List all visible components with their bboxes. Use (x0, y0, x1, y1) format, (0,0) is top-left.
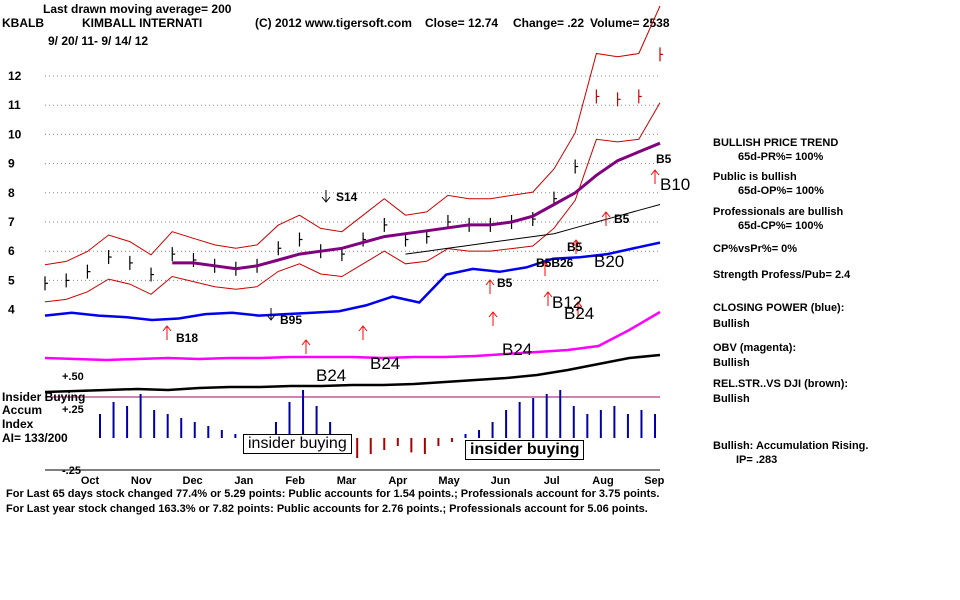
indicator-lines (44, 141, 661, 398)
accum-label-1: Insider Buying (2, 390, 86, 404)
month-label: Mar (337, 475, 357, 487)
rp-strength: Strength Profess/Pub= 2.4 (713, 269, 851, 281)
accum-label-2: Accum (2, 403, 43, 417)
accum-tick-label: -.25 (62, 465, 81, 477)
buy-arrow (650, 169, 660, 184)
price-tick-label: 6 (8, 244, 15, 258)
signal-b5-sep: B5 (656, 152, 672, 166)
month-label: Jun (491, 475, 511, 487)
month-label: Nov (131, 475, 153, 487)
signal-b18: B18 (176, 331, 199, 345)
closing-power-line (44, 241, 661, 322)
price-tick-label: 8 (8, 186, 15, 200)
price-tick-label: 4 (8, 303, 15, 317)
signal-b5-jul: B5 (567, 240, 583, 254)
rp-trend: BULLISH PRICE TREND (713, 137, 839, 149)
buy-arrow (301, 339, 311, 354)
lower-band (44, 102, 661, 303)
signal-b24-feb: B24 (316, 366, 347, 385)
price-tick-label: 5 (8, 273, 15, 287)
buy-arrow (601, 211, 611, 226)
buy-arrow (573, 301, 583, 316)
buy-arrow (571, 239, 581, 254)
accum-index (99, 390, 656, 458)
month-label: Sep (644, 475, 664, 487)
rp-obv: OBV (magenta): (713, 342, 797, 354)
accum-label-3: Index (2, 417, 34, 431)
price-tick-label: 10 (8, 127, 22, 141)
signal-b24-jun: B24 (502, 340, 533, 359)
sell-arrow (321, 190, 331, 203)
rp-pros: Professionals are bullish (713, 206, 844, 218)
month-label: May (438, 475, 460, 487)
rp-closing-power: CLOSING POWER (blue): (713, 302, 845, 314)
ma65-line (172, 141, 661, 271)
ma200-line (405, 204, 661, 255)
insider-buying-box-2: insider buying (465, 440, 585, 460)
buy-arrow (358, 325, 368, 340)
month-label: Aug (592, 475, 613, 487)
price-tick-label: 7 (8, 215, 15, 229)
chart-subtitle: Last drawn moving average= 200 (43, 2, 232, 16)
rp-cp: 65d-CP%= 100% (738, 220, 824, 232)
signal-b5-aug: B5 (614, 212, 630, 226)
month-label: Feb (285, 475, 305, 487)
buy-arrow (162, 325, 172, 340)
rp-pr: 65d-PR%= 100% (738, 151, 824, 163)
rp-op: 65d-OP%= 100% (738, 185, 824, 197)
buy-arrow (488, 311, 498, 326)
accum-tick-label: +.25 (62, 404, 84, 416)
signal-b24-mar: B24 (370, 354, 401, 373)
buy-arrow (485, 279, 495, 294)
signal-b24-aug: B24 (564, 304, 595, 323)
signal-b20: B20 (594, 252, 625, 271)
rp-ip: IP= .283 (736, 454, 778, 466)
footer-65day: For Last 65 days stock changed 77.4% or … (6, 488, 660, 500)
signal-b5b26: B5B26 (536, 256, 574, 270)
volume-value: Volume= 2538 (590, 16, 670, 30)
price-bars (44, 47, 663, 291)
rp-obv-bullish: Bullish (713, 357, 750, 369)
price-tick-label: 12 (8, 69, 22, 83)
signal-b5-jun: B5 (497, 276, 513, 290)
rp-cpvspr: CP%vsPr%= 0% (713, 243, 798, 255)
sell-arrow (266, 308, 276, 321)
signal-b10: B10 (660, 175, 691, 194)
close-value: Close= 12.74 (425, 16, 499, 30)
month-label: Jan (234, 475, 253, 487)
signal-b95: B95 (280, 313, 303, 327)
rp-cp-bullish: Bullish (713, 318, 750, 330)
price-axis: 12 11 10 9 8 7 6 5 4 +.50 +.25 -.25 (8, 69, 84, 477)
month-label: Apr (388, 475, 408, 487)
company-name: KIMBALL INTERNATI (82, 16, 203, 30)
rp-relstr-bullish: Bullish (713, 393, 750, 405)
insider-buying-box-1: insider buying (243, 434, 352, 454)
footer-year: For Last year stock changed 163.3% or 7.… (6, 503, 648, 515)
price-tick-label: 11 (8, 98, 21, 112)
accum-tick-label: +.50 (62, 371, 84, 383)
buy-arrow (540, 261, 550, 276)
rel-strength-line (44, 353, 661, 394)
month-axis: Oct Nov Dec Jan Feb Mar Apr May Jun Jul Aug Sep (45, 469, 665, 487)
signal-arrows (162, 169, 660, 354)
signal-b12: B12 (552, 293, 583, 312)
change-value: Change= .22 (513, 16, 585, 30)
upper-band (44, 5, 661, 266)
rp-accum-rising: Bullish: Accumulation Rising. (713, 440, 869, 452)
obv-line (44, 310, 661, 362)
month-label: Jul (544, 475, 560, 487)
bands (44, 5, 661, 303)
signal-s14: S14 (336, 190, 358, 204)
month-label: Oct (81, 475, 100, 487)
buy-arrow (543, 291, 553, 306)
month-label: Dec (183, 475, 203, 487)
rp-public: Public is bullish (713, 171, 797, 183)
date-range: 9/ 20/ 11- 9/ 14/ 12 (48, 34, 149, 48)
copyright: (C) 2012 www.tigersoft.com (255, 16, 412, 30)
price-tick-label: 9 (8, 157, 15, 171)
rp-relstr: REL.STR..VS DJI (brown): (713, 378, 849, 390)
ticker: KBALB (2, 16, 44, 30)
accum-ai: AI= 133/200 (2, 431, 68, 445)
